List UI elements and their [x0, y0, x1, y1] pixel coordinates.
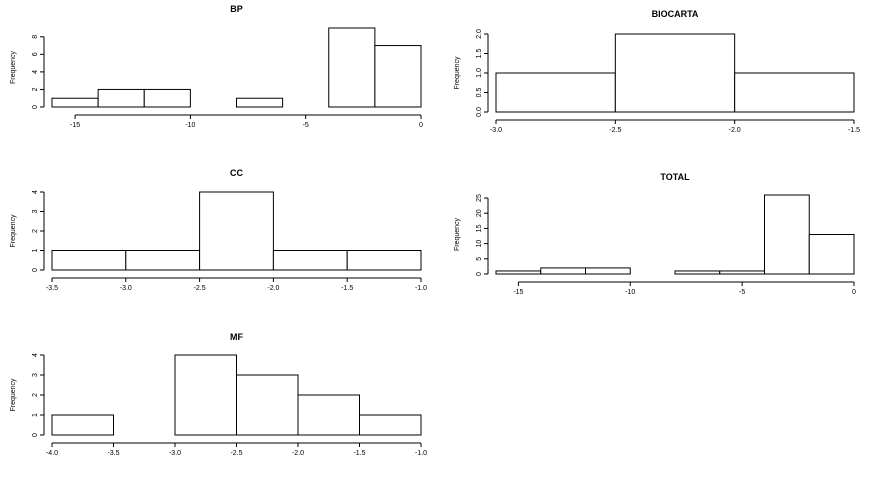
- x-tick-label: -3.0: [490, 127, 502, 134]
- chart-title: MF: [230, 332, 243, 342]
- y-tick-label: 0.0: [476, 107, 483, 117]
- y-tick-label: 0.5: [476, 88, 483, 98]
- y-tick-label: 25: [476, 194, 483, 202]
- histogram-bar: [51, 97, 99, 108]
- x-tick-label: -4.0: [46, 450, 58, 457]
- x-tick-label: -3.0: [169, 450, 181, 457]
- chart-title: TOTAL: [660, 172, 690, 182]
- x-tick-label: -5: [303, 122, 309, 129]
- histogram-bar: [495, 270, 542, 275]
- histogram-biocarta: BIOCARTA -3.0 -2.5 -2.0 -1.5 0.0 0.5 1.0 1.5 2.0 F…: [454, 9, 860, 134]
- x-tick-label: -3.5: [46, 285, 58, 292]
- y-tick-label: 4: [32, 70, 39, 74]
- histogram-bar: [674, 270, 721, 275]
- x-tick-label: -2.0: [267, 285, 279, 292]
- histogram-bar: [328, 27, 376, 108]
- y-tick-label: 15: [476, 224, 483, 232]
- histogram-bar: [359, 414, 422, 436]
- y-tick-label: 6: [32, 52, 39, 56]
- histogram-total: TOTAL -15 -10 -5 0 0 5 10 15 20 25 Frequency: [454, 172, 856, 296]
- x-tick-label: -2.5: [230, 450, 242, 457]
- y-tick-label: 2: [32, 229, 39, 233]
- histogram-bar: [585, 267, 631, 275]
- y-tick-label: 8: [32, 35, 39, 39]
- x-tick-label: -1.5: [353, 450, 365, 457]
- histogram-mf: MF -4.0 -3.5 -3.0 -2.5 -2.0 -1.5 -1.0 0 1 2 3 4 Frequ…: [10, 332, 427, 457]
- x-tick-label: -5: [739, 289, 745, 296]
- y-tick-label: 4: [32, 190, 39, 194]
- histogram-bar: [495, 72, 616, 113]
- histogram-bar: [297, 394, 360, 436]
- histogram-bar: [346, 250, 422, 271]
- histogram-bar: [199, 191, 274, 271]
- y-axis-label: Frequency: [454, 217, 461, 251]
- x-tick-label: -3.0: [120, 285, 132, 292]
- chart-title: BP: [230, 4, 243, 14]
- y-tick-label: 1.0: [476, 68, 483, 78]
- histogram-bar: [51, 250, 127, 271]
- histogram-bar: [174, 354, 237, 436]
- y-tick-label: 20: [476, 209, 483, 217]
- histogram-bar: [374, 45, 422, 108]
- x-tick-label: 0: [852, 289, 856, 296]
- y-tick-label: 3: [32, 373, 39, 377]
- x-tick-label: -1.5: [341, 285, 353, 292]
- y-axis-label: Frequency: [10, 50, 17, 84]
- x-tick-label: 0: [419, 122, 423, 129]
- histogram-bar: [808, 234, 855, 275]
- y-tick-label: 2.0: [476, 29, 483, 39]
- x-tick-label: -2.5: [194, 285, 206, 292]
- y-tick-label: 2: [32, 87, 39, 91]
- x-tick-label: -3.5: [107, 450, 119, 457]
- x-tick-label: -2.0: [292, 450, 304, 457]
- x-tick-label: -10: [185, 122, 195, 129]
- y-tick-label: 10: [476, 240, 483, 248]
- y-tick-label: 0: [32, 105, 39, 109]
- x-tick-label: -15: [70, 122, 80, 129]
- histogram-bar: [143, 88, 191, 108]
- x-tick-label: -1.0: [415, 450, 427, 457]
- y-tick-label: 1: [32, 413, 39, 417]
- histogram-bar: [719, 270, 765, 275]
- histogram-bar: [125, 250, 201, 271]
- histogram-bar: [236, 374, 299, 436]
- y-axis-label: Frequency: [454, 56, 461, 90]
- chart-title: CC: [230, 168, 243, 178]
- y-tick-label: 1.5: [476, 49, 483, 59]
- x-tick-label: -15: [513, 289, 523, 296]
- y-tick-label: 4: [32, 353, 39, 357]
- x-tick-label: -10: [625, 289, 635, 296]
- histogram-bar: [272, 250, 348, 271]
- x-tick-label: -2.5: [609, 127, 621, 134]
- histogram-bar: [51, 414, 114, 436]
- x-tick-label: -1.0: [415, 285, 427, 292]
- histogram-bar: [734, 72, 855, 113]
- histogram-bar: [764, 194, 810, 275]
- y-axis-label: Frequency: [10, 214, 17, 248]
- histogram-bar: [540, 267, 586, 275]
- y-tick-label: 5: [476, 257, 483, 261]
- histogram-bar: [614, 33, 736, 113]
- y-tick-label: 0: [32, 268, 39, 272]
- x-tick-label: -2.0: [729, 127, 741, 134]
- histogram-bar: [236, 97, 284, 108]
- y-tick-label: 1: [32, 248, 39, 252]
- y-tick-label: 3: [32, 209, 39, 213]
- y-axis-label: Frequency: [10, 378, 17, 412]
- x-tick-label: -1.5: [848, 127, 860, 134]
- y-tick-label: 0: [32, 433, 39, 437]
- histogram-bar: [97, 88, 145, 108]
- chart-title: BIOCARTA: [652, 9, 699, 19]
- histogram-bp: BP -15 -10 -5 0 0 2 4 6 8 Frequency: [10, 4, 423, 129]
- histogram-cc: CC -3.5 -3.0 -2.5 -2.0 -1.5 -1.0 0 1 2 3 4 Frequency: [10, 168, 427, 292]
- y-tick-label: 0: [476, 272, 483, 276]
- y-tick-label: 2: [32, 393, 39, 397]
